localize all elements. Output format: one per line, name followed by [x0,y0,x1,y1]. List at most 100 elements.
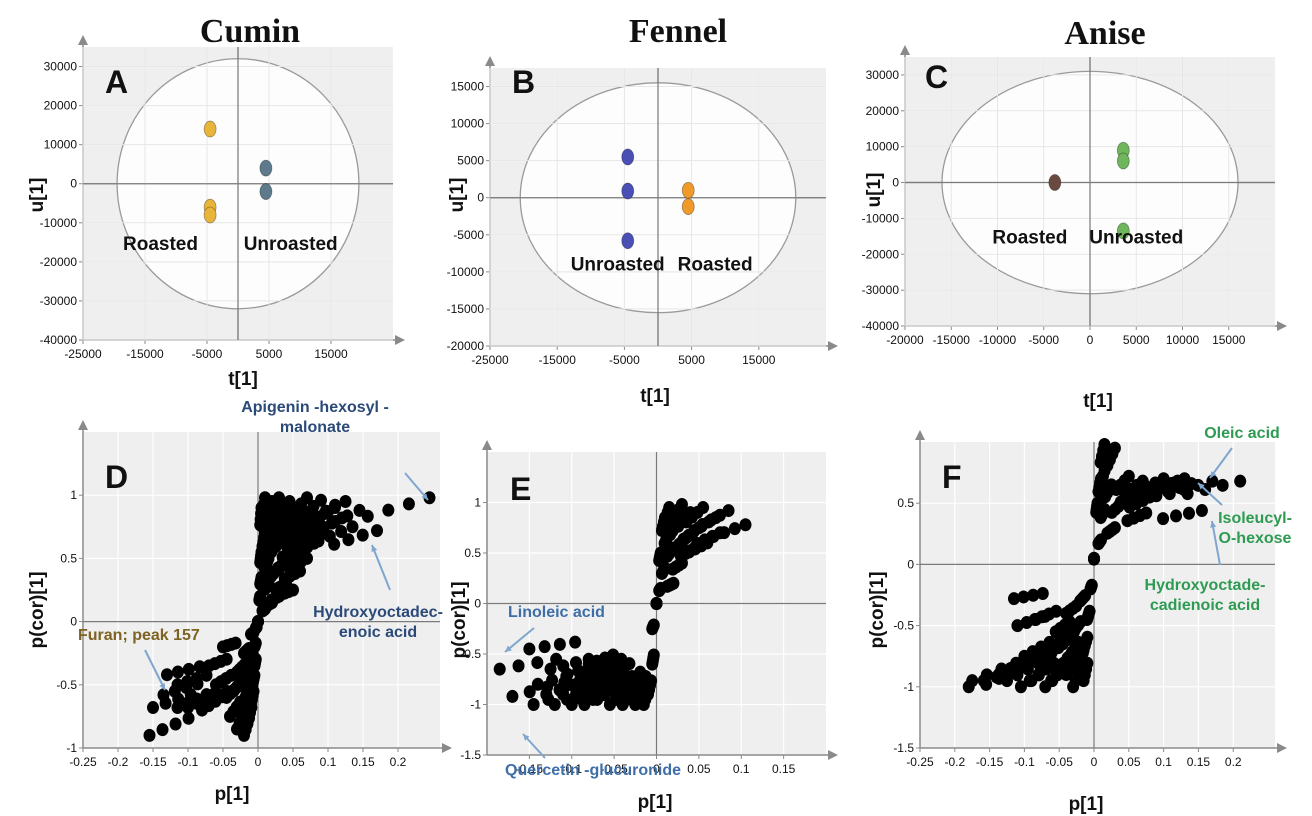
y-tick-label: -0.5 [460,647,481,661]
annotation-arrowhead [1210,521,1217,528]
x-axis-arrow [395,335,405,345]
x-tick-label: -5000 [1028,333,1059,347]
data-point [1216,478,1229,492]
x-tick-label: 15000 [742,353,776,367]
data-point [512,659,525,673]
data-point [977,674,990,688]
data-point [259,183,273,200]
data-point [523,642,536,656]
data-point [621,182,635,200]
y-tick-label: 0 [892,176,899,190]
data-point [653,584,666,598]
y-tick-label: 30000 [44,60,78,74]
data-point [531,677,544,691]
data-point [193,660,206,674]
y-tick-label: 5000 [457,154,484,168]
data-point [718,526,731,540]
x-tick-label: 0 [1091,755,1098,769]
annotation-arrowhead [505,645,512,652]
x-axis-label: t[1] [228,369,258,390]
x-tick-label: 15000 [314,347,348,361]
panel-letter: A [105,64,128,100]
x-tick-label: -0.05 [1046,755,1074,769]
data-point [553,637,566,651]
y-tick-label: 0.5 [60,551,77,565]
y-tick-label: -0.5 [56,678,77,692]
annotation-arrowhead [159,683,165,690]
x-tick-label: 10000 [1166,333,1200,347]
y-axis-label: p(cor)[1] [27,571,48,648]
data-point [1014,680,1027,694]
annotation-line: Linoleic acid [508,604,605,621]
data-point [1121,514,1134,528]
x-tick-label: -25000 [471,353,509,367]
annotation-label: Linoleic acid [508,604,605,621]
y-axis-label: u[1] [27,178,48,213]
data-point [143,728,156,742]
y-axis-arrow [78,35,88,45]
data-point [256,604,269,618]
annotation-label: Hydroxyoctade-cadienoic acid [1145,577,1266,614]
data-point [402,497,415,511]
data-point [325,516,338,530]
y-tick-label: 0.5 [464,546,481,560]
x-tick-label: -0.1 [561,762,582,776]
annotation-line: Apigenin -hexosyl - [241,399,389,416]
data-point [1039,609,1052,623]
x-tick-label: -10000 [979,333,1017,347]
y-axis-label: u[1] [864,173,885,208]
data-point [1041,661,1054,675]
x-tick-label: -5000 [192,347,223,361]
x-tick-label: -0.2 [108,755,129,769]
x-tick-label: -0.25 [906,755,934,769]
x-tick-label: -0.2 [944,755,965,769]
x-tick-label: 0.1 [733,762,750,776]
data-point [992,668,1005,682]
panel-a: -25000 -15000 -5000 5000 15000 30000 20000 1000… [27,13,405,390]
y-tick-label: 1 [70,488,77,502]
data-point [607,648,620,662]
data-point [356,528,369,542]
data-point [506,689,519,703]
x-tick-label: -0.05 [600,762,628,776]
data-point [1116,152,1130,170]
x-tick-label: 0.15 [1187,755,1211,769]
data-point [574,665,587,679]
annotation-arrowhead [371,545,378,552]
y-axis-arrow [78,420,88,430]
data-point [621,232,635,250]
data-point [1116,222,1130,240]
annotation-arrow [1211,520,1221,566]
group-label: Unroasted [1089,228,1183,249]
y-axis-label: u[1] [447,178,468,213]
data-point [593,657,606,671]
group-label: Roasted [123,234,198,255]
annotation-line: Isoleucyl- [1218,510,1292,527]
data-point [346,520,359,534]
data-point [1027,588,1040,602]
x-tick-label: 15000 [1212,333,1246,347]
x-tick-label: 0.15 [351,755,375,769]
annotation-line: cadienoic acid [1150,597,1260,614]
data-point [231,679,244,693]
x-tick-label: 0 [255,755,262,769]
data-point [650,597,663,610]
data-point [259,159,273,177]
data-point [1157,512,1170,526]
annotation-label: Hydroxyoctadec-enoic acid [313,604,443,641]
y-tick-label: -10000 [447,265,485,279]
data-point [1020,616,1033,630]
y-tick-label: 0 [70,177,77,191]
data-point [590,669,603,683]
panel-letter: B [512,64,535,100]
panel-e: -0.15 -0.1 -0.05 0 0.05 0.1 0.15 1 0.5 0 -0.5 -1 -1.… [449,440,838,813]
chart-title: Fennel [629,13,727,50]
x-axis-label: p[1] [638,792,673,813]
data-point [361,509,374,523]
data-point [191,677,204,691]
y-axis-arrow [485,56,495,66]
data-point [323,529,336,543]
data-point [1105,505,1118,519]
data-point [1101,526,1114,540]
